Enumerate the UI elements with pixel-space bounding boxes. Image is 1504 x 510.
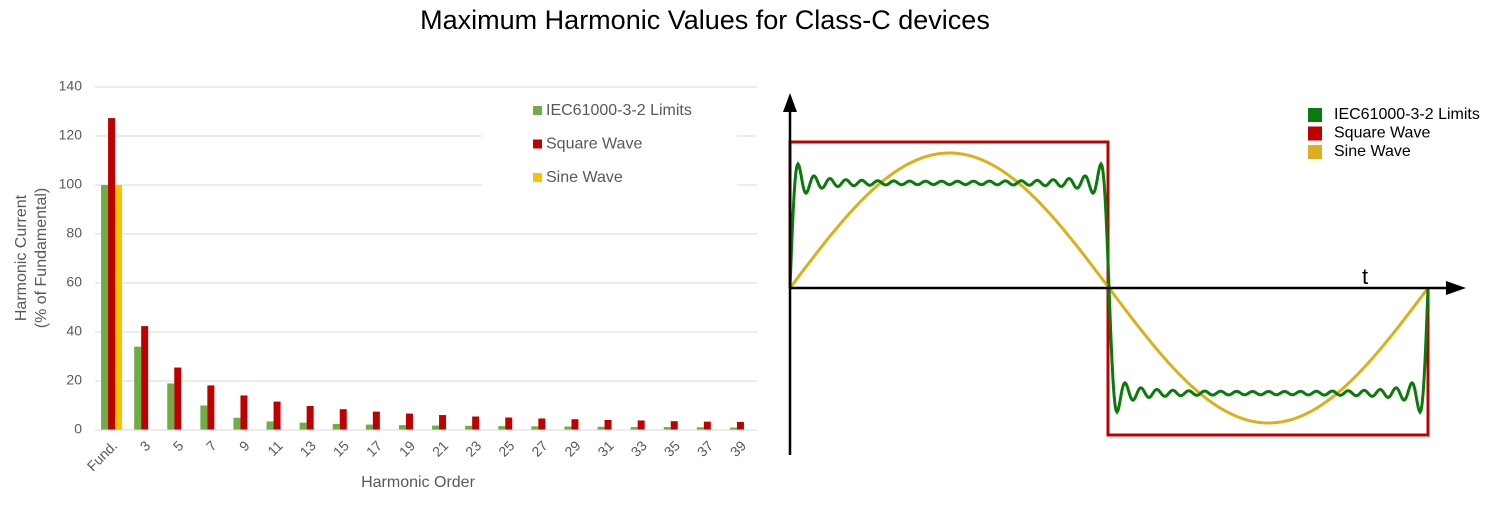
x-tick-label: 13 [297,437,319,459]
bar [273,401,281,430]
bar [465,425,473,430]
bar [663,427,671,430]
y-tick-label: 40 [66,323,82,339]
x-tick-label: 17 [363,437,385,459]
x-tick-label: 7 [203,437,220,454]
legend-label: IEC61000-3-2 Limits [1334,106,1480,123]
legend-box [482,95,737,195]
bar [339,409,347,430]
bar [306,405,314,430]
x-tick-label: 15 [330,437,352,459]
y-tick-label: 140 [59,78,83,94]
legend-swatch [533,139,542,149]
y-tick-label: 0 [74,421,82,437]
legend-swatch [533,173,542,182]
bar [703,421,711,430]
x-arrow [1446,281,1466,295]
legend-label: Sine Wave [1334,143,1411,160]
bar [472,416,480,430]
figure-title: Maximum Harmonic Values for Class-C devi… [420,5,990,35]
y-tick-label: 100 [59,176,83,192]
bar [531,426,539,430]
bar [207,385,215,430]
bar [505,417,513,430]
x-tick-label: 3 [137,437,154,454]
x-tick-label: 19 [396,437,418,459]
bar [696,427,704,430]
legend-swatch [533,106,542,115]
legend-swatch [1308,108,1322,122]
bar [571,419,579,430]
bar [299,422,307,430]
x-tick-label: 23 [462,437,484,459]
bar [240,395,248,430]
bar [167,383,175,430]
y-tick-label: 80 [66,225,82,241]
bar [637,420,645,430]
legend-swatch [1308,126,1322,141]
bar [108,118,116,431]
y-axis-title: (% of Fundamental) [33,188,50,329]
bar [398,425,406,430]
y-tick-label: 120 [59,127,83,143]
y-tick-label: 60 [66,274,82,290]
x-tick-label: 33 [628,437,650,459]
x-axis-title: t [1362,264,1368,289]
x-tick-label: 29 [561,437,583,459]
bar [630,427,638,430]
x-tick-label: 31 [594,437,616,459]
bar [736,421,744,430]
bar [670,421,678,430]
bar [233,417,241,430]
bar [597,426,605,430]
bar [538,418,546,430]
bar [141,326,149,430]
x-tick-label: 21 [429,437,451,459]
legend-label: Sine Wave [546,169,623,186]
bar [365,424,373,430]
bar [174,367,182,430]
legend-label: Square Wave [1334,125,1430,142]
x-tick-label: 9 [236,437,253,454]
bar [498,426,506,430]
x-axis-title: Harmonic Order [361,474,475,491]
bar [372,411,380,430]
y-arrow [783,93,797,112]
legend-label: IEC61000-3-2 Limits [546,102,692,119]
bar [405,413,413,430]
x-tick-label: 35 [661,437,683,459]
x-tick-label: 5 [170,437,187,454]
legend-swatch [1308,145,1322,159]
x-tick-label: 37 [694,437,716,459]
bar [604,419,612,430]
x-tick-label: Fund. [84,437,121,474]
x-tick-label: 39 [727,437,749,459]
bar [729,427,737,430]
bar [115,185,123,430]
bar [134,346,142,430]
bar [564,426,572,430]
legend-label: Square Wave [546,136,642,153]
bar [266,421,274,430]
y-axis-title: Harmonic Current [13,194,30,321]
bar [432,425,440,430]
bar [200,405,208,430]
y-tick-label: 20 [66,372,82,388]
bar [101,185,109,430]
bar [439,415,447,430]
bar [332,423,340,430]
x-tick-label: 27 [528,437,550,459]
x-tick-label: 11 [264,437,286,459]
x-tick-label: 25 [495,437,517,459]
